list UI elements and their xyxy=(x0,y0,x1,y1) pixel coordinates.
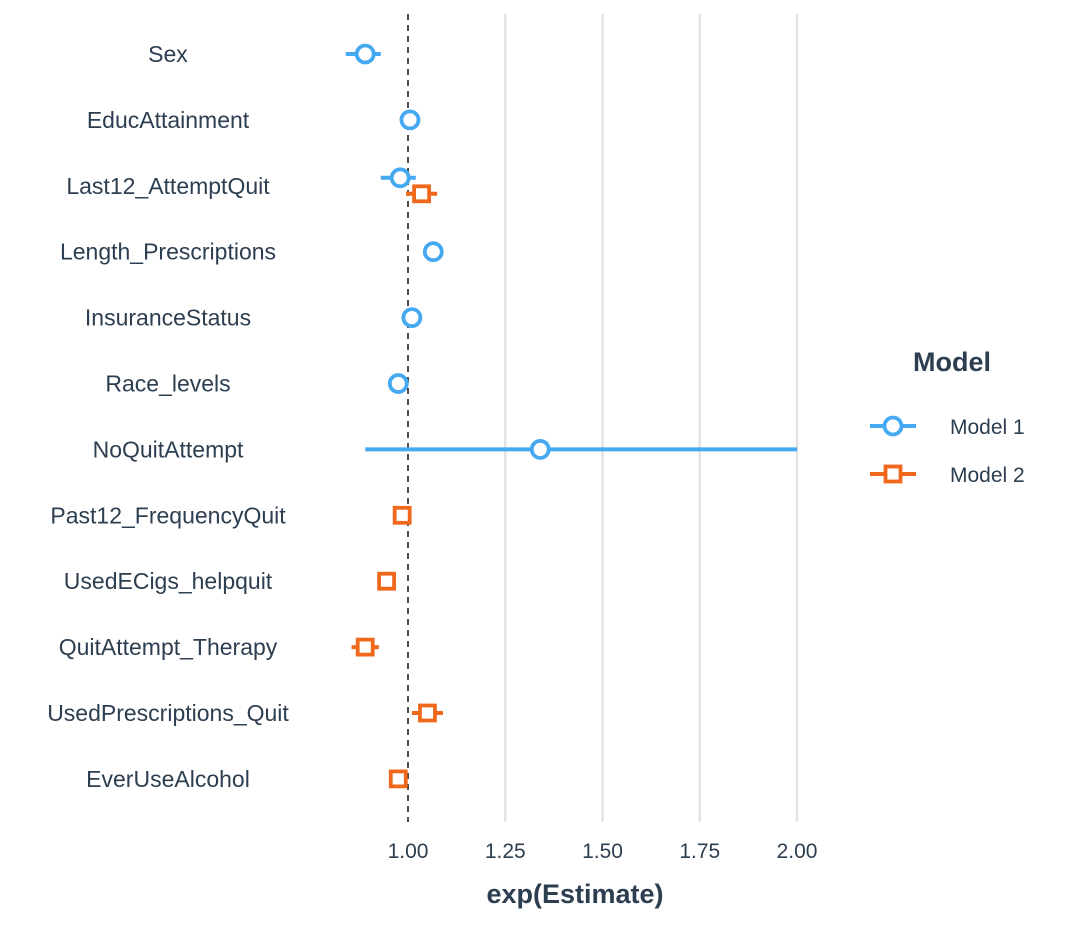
point-marker-square xyxy=(355,637,375,657)
point-marker-circle xyxy=(399,109,421,131)
point-marker-square xyxy=(412,184,432,204)
point-marker-circle xyxy=(389,167,411,189)
point-marker-circle xyxy=(401,307,423,329)
grid-layer xyxy=(504,14,799,822)
point-marker-square xyxy=(377,571,397,591)
y-tick-label: UsedECigs_helpquit xyxy=(64,568,273,594)
x-tick-labels: 1.00 1.25 1.50 1.75 2.00 xyxy=(388,840,818,863)
whisker-layer xyxy=(345,52,797,781)
y-tick-label: Past12_FrequencyQuit xyxy=(50,502,286,528)
legend: Model Model 1 Model 2 xyxy=(870,347,1025,487)
y-tick-label: Length_Prescriptions xyxy=(60,239,276,265)
y-tick-label: InsuranceStatus xyxy=(85,305,251,331)
legend-label: Model 2 xyxy=(950,464,1025,487)
y-tick-label: QuitAttempt_Therapy xyxy=(59,634,278,660)
y-tick-label: Sex xyxy=(148,41,188,67)
x-tick-label: 1.25 xyxy=(485,840,526,863)
x-tick-label: 2.00 xyxy=(777,840,818,863)
x-tick-label: 1.00 xyxy=(388,840,429,863)
point-marker-square xyxy=(392,505,412,525)
point-marker-circle xyxy=(529,438,551,460)
y-tick-label: Last12_AttemptQuit xyxy=(66,173,270,199)
y-tick-labels: Sex EducAttainment Last12_AttemptQuit Lengt… xyxy=(47,41,289,792)
y-tick-label: UsedPrescriptions_Quit xyxy=(47,700,289,726)
x-axis-title: exp(Estimate) xyxy=(486,879,663,909)
point-layer xyxy=(354,43,551,789)
y-tick-label: NoQuitAttempt xyxy=(93,436,244,462)
point-marker-square xyxy=(418,703,437,723)
point-marker-circle xyxy=(422,241,444,263)
point-marker-circle xyxy=(354,43,376,65)
point-marker-square xyxy=(388,769,408,789)
y-tick-label: EverUseAlcohol xyxy=(86,766,250,792)
y-tick-label: Race_levels xyxy=(105,371,230,397)
legend-title: Model xyxy=(913,347,991,377)
point-marker-circle xyxy=(387,373,409,394)
y-tick-label: EducAttainment xyxy=(87,107,250,133)
x-tick-label: 1.50 xyxy=(582,840,623,863)
legend-key-circle xyxy=(882,415,904,437)
x-tick-label: 1.75 xyxy=(679,840,720,863)
legend-label: Model 1 xyxy=(950,416,1025,439)
legend-key-square xyxy=(883,464,903,484)
